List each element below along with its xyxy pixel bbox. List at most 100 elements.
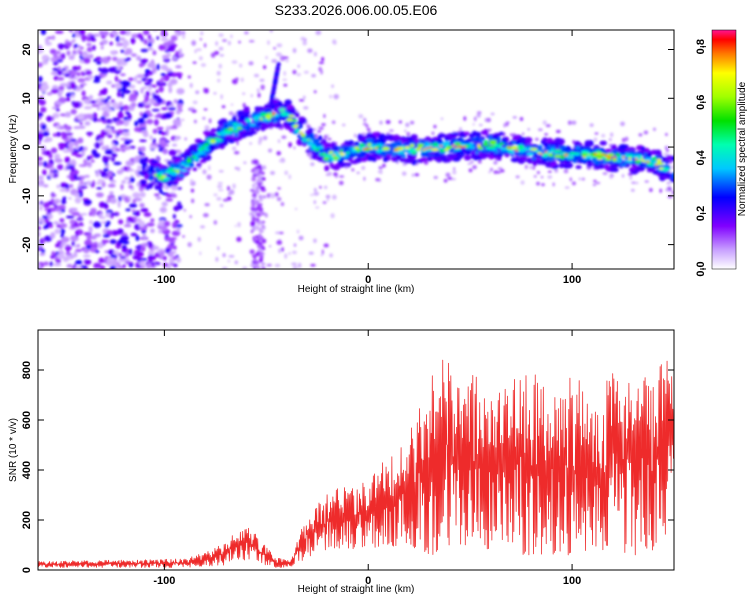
spectrogram-cell bbox=[365, 132, 374, 140]
spectrogram-cell bbox=[490, 167, 493, 172]
spectrogram-cell bbox=[140, 207, 149, 213]
spectrogram-cell bbox=[210, 128, 217, 133]
spectrogram-cell bbox=[164, 112, 172, 119]
spectrogram-cell bbox=[106, 56, 112, 61]
spectrogram-cell bbox=[276, 240, 283, 245]
spectrogram-cell bbox=[58, 145, 65, 151]
spectrogram-cell bbox=[164, 236, 171, 241]
spectrogram-cell bbox=[100, 172, 108, 178]
spectrogram-cell bbox=[74, 197, 82, 204]
spectrogram-cell bbox=[338, 180, 344, 186]
spectrogram-cell bbox=[339, 149, 344, 152]
spectrogram-cell bbox=[69, 207, 78, 212]
spectrogram-cell bbox=[440, 117, 444, 120]
spectrogram-cell bbox=[614, 161, 620, 166]
spectrogram-cell bbox=[159, 250, 165, 257]
spectrogram-cell bbox=[502, 138, 508, 144]
spectrogram-cell bbox=[175, 224, 183, 228]
spectrogram-cell bbox=[38, 141, 41, 145]
spectrogram-cell bbox=[149, 144, 157, 150]
spectrogram-cell bbox=[56, 131, 61, 137]
spectrogram-cell bbox=[437, 139, 444, 144]
spectrogram-cell bbox=[267, 193, 270, 199]
spectrogram-cell bbox=[357, 133, 364, 140]
spectrogram-cell bbox=[646, 160, 650, 163]
colorbar-tick-label: 0.6 bbox=[695, 95, 707, 110]
spectrogram-cell bbox=[318, 61, 325, 65]
colorbar: 0.0 0.2 0.4 0.6 0.8 Normalized spectral ampl… bbox=[695, 29, 748, 277]
spectrogram-cell bbox=[370, 144, 378, 147]
spectrogram-cell bbox=[145, 90, 150, 97]
spectrogram-cell bbox=[254, 224, 259, 231]
spectrogram-cell bbox=[634, 160, 642, 164]
spectrogram-cell bbox=[198, 147, 203, 152]
spectrogram-cell bbox=[165, 101, 173, 106]
spectrogram-cell bbox=[480, 153, 487, 160]
spectrogram-x-tick-label: -100 bbox=[153, 274, 175, 286]
snr-y-tick-label: 200 bbox=[21, 511, 33, 529]
spectrogram-cell bbox=[369, 147, 373, 150]
spectrogram-cell bbox=[253, 254, 257, 260]
spectrogram-cell bbox=[447, 155, 454, 161]
spectrogram-cell bbox=[171, 143, 178, 147]
spectrogram-cell bbox=[269, 193, 276, 199]
spectrogram-cell bbox=[42, 169, 47, 176]
spectrogram-cell bbox=[256, 88, 260, 93]
spectrogram-cell bbox=[65, 132, 73, 136]
spectrogram-cell bbox=[611, 150, 618, 154]
spectrogram-cell bbox=[277, 101, 283, 107]
spectrogram-cell bbox=[259, 257, 264, 263]
spectrogram-cell bbox=[235, 77, 239, 81]
spectrogram-cell bbox=[144, 38, 148, 45]
spectrogram-cell bbox=[86, 42, 92, 47]
spectrogram-cell bbox=[448, 141, 454, 146]
spectrogram-cell bbox=[439, 145, 443, 148]
spectrogram-cell bbox=[549, 162, 557, 167]
spectrogram-cell bbox=[47, 208, 51, 215]
spectrogram-cell bbox=[296, 229, 300, 234]
spectrogram-cell bbox=[60, 131, 68, 137]
spectrogram-cell bbox=[665, 160, 670, 165]
spectrogram-cell bbox=[533, 175, 537, 178]
spectrogram-cell bbox=[195, 48, 202, 52]
spectrogram-cell bbox=[65, 215, 75, 219]
spectrogram-cell bbox=[451, 178, 456, 181]
snr-frame bbox=[37, 329, 675, 571]
spectrogram-cell bbox=[283, 70, 287, 76]
spectrogram-cell bbox=[237, 221, 241, 228]
spectrogram-cell bbox=[137, 102, 145, 108]
spectrogram-cell bbox=[218, 188, 224, 192]
spectrogram-cell bbox=[156, 196, 161, 200]
spectrogram-cell bbox=[183, 163, 190, 168]
spectrogram-cell bbox=[307, 48, 313, 53]
spectrogram-cell bbox=[574, 140, 581, 147]
colorbar-tick-label: 0.2 bbox=[695, 206, 707, 221]
spectrogram-cell bbox=[120, 235, 129, 241]
spectrogram-cell bbox=[486, 117, 491, 123]
spectrogram-cell bbox=[564, 162, 574, 169]
spectrogram-cell bbox=[196, 162, 202, 168]
spectrogram-cell bbox=[256, 178, 261, 183]
spectrogram-cell bbox=[670, 155, 674, 162]
spectrogram-cell bbox=[96, 170, 100, 177]
spectrogram-cell bbox=[475, 150, 480, 154]
spectrogram-cell bbox=[468, 146, 476, 149]
spectrogram-cell bbox=[333, 172, 338, 177]
spectrogram-cell bbox=[86, 244, 92, 250]
spectrogram-cell bbox=[103, 202, 109, 209]
spectrogram-cell bbox=[162, 54, 169, 60]
spectrogram-cell bbox=[189, 179, 194, 184]
spectrogram-cell bbox=[150, 218, 155, 223]
spectrogram-cell bbox=[366, 138, 373, 143]
snr-y-tick-label: 400 bbox=[21, 461, 33, 479]
spectrogram-cell bbox=[222, 253, 226, 258]
spectrogram-cell bbox=[139, 260, 145, 267]
spectrogram-cell bbox=[156, 36, 160, 40]
spectrogram-cell bbox=[326, 134, 330, 138]
spectrogram-cell bbox=[245, 118, 251, 123]
spectrogram-cell bbox=[418, 147, 422, 150]
spectrogram-cell bbox=[412, 153, 417, 159]
spectrogram-cell bbox=[522, 141, 526, 146]
spectrogram-cell bbox=[101, 216, 106, 219]
spectrogram-cell bbox=[318, 142, 323, 147]
